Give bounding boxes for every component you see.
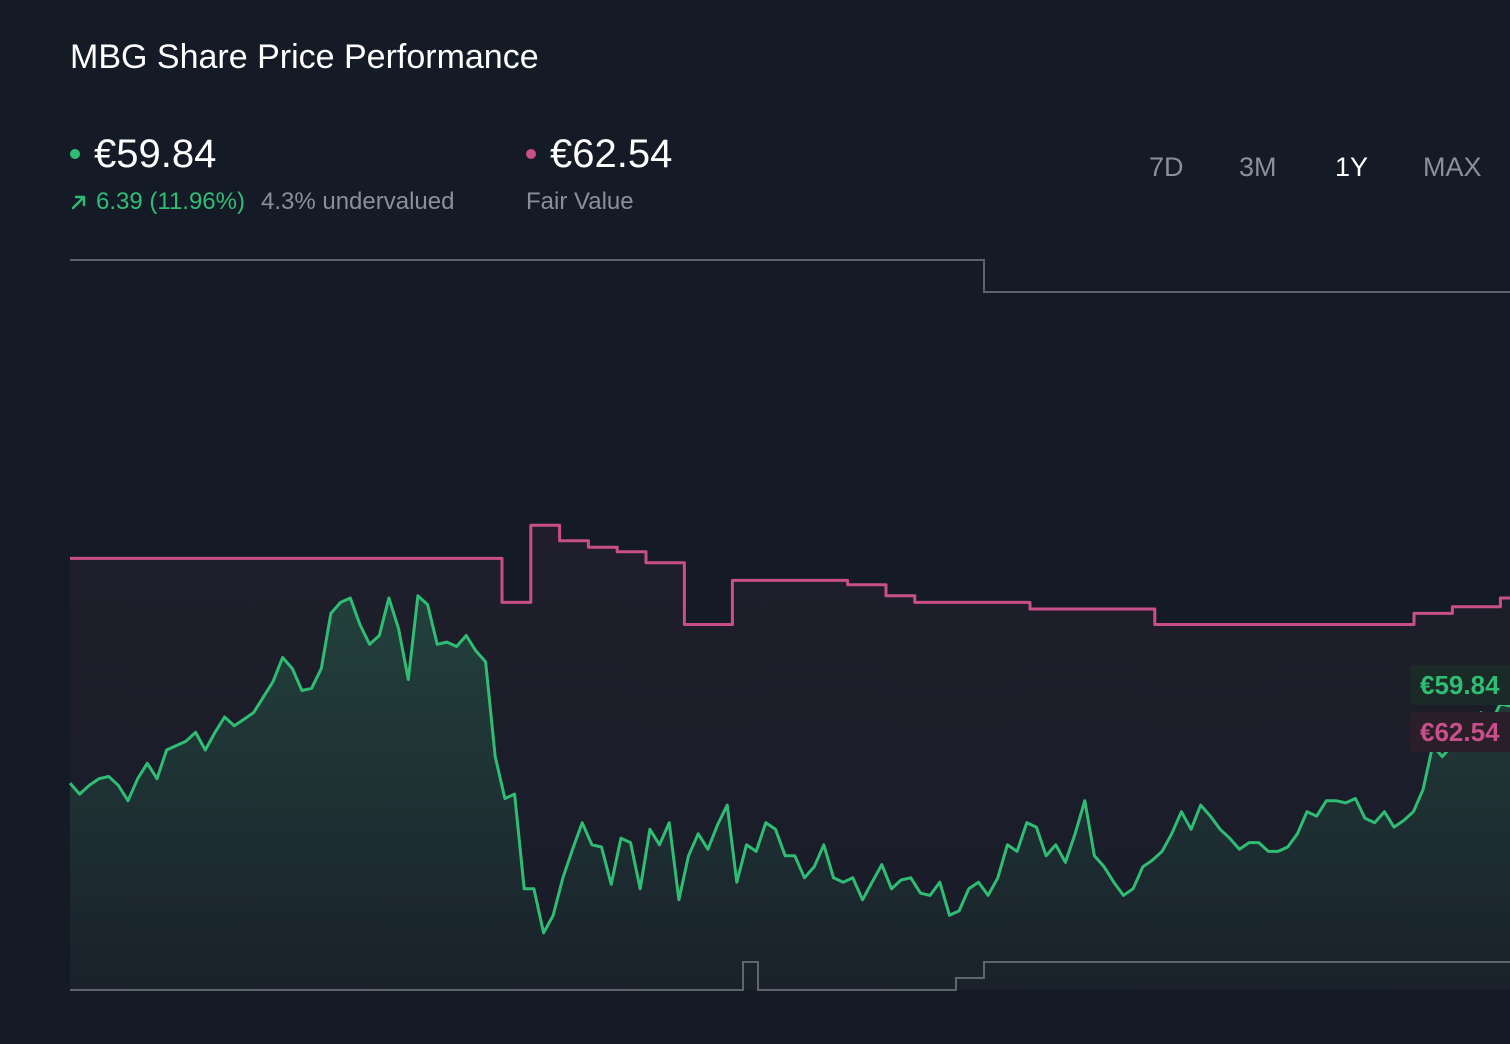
fair-value-dot <box>526 149 536 159</box>
share-price-line <box>68 594 1510 935</box>
share-price-value: €59.84 <box>94 131 217 176</box>
chart-title: MBG Share Price Performance <box>70 38 539 76</box>
fair-value-end-label: €62.54 <box>1420 717 1500 747</box>
fair-value-summary: €62.54 Fair Value <box>526 130 672 216</box>
share-price-summary: €59.84 6.39 (11.96%) 4.3% undervalued <box>70 130 454 216</box>
tab-max[interactable]: MAX <box>1423 152 1482 182</box>
price-change-value: 6.39 (11.96%) <box>96 188 245 215</box>
tab-7d[interactable]: 7D <box>1149 152 1184 182</box>
arrow-up-right-icon <box>71 195 86 210</box>
time-range-tabs: 7D 3M 1Y MAX <box>1120 152 1510 196</box>
fair-value-line <box>70 523 1510 626</box>
share-price-dot <box>70 149 80 159</box>
fair-value-end-tag: €62.54 <box>1410 712 1510 752</box>
top-range-outline <box>70 259 1510 293</box>
tab-3m[interactable]: 3M <box>1239 152 1277 182</box>
share-price-end-label: €59.84 <box>1420 670 1500 700</box>
fair-value-label: Fair Value <box>526 188 634 215</box>
fair-value-value: €62.54 <box>550 131 673 176</box>
share-price-end-tag: €59.84 <box>1410 665 1510 705</box>
price-change: 6.39 (11.96%) <box>70 188 245 216</box>
tab-1y[interactable]: 1Y <box>1335 152 1369 182</box>
valuation-status: 4.3% undervalued <box>260 188 455 215</box>
share-price-area <box>70 595 1510 990</box>
